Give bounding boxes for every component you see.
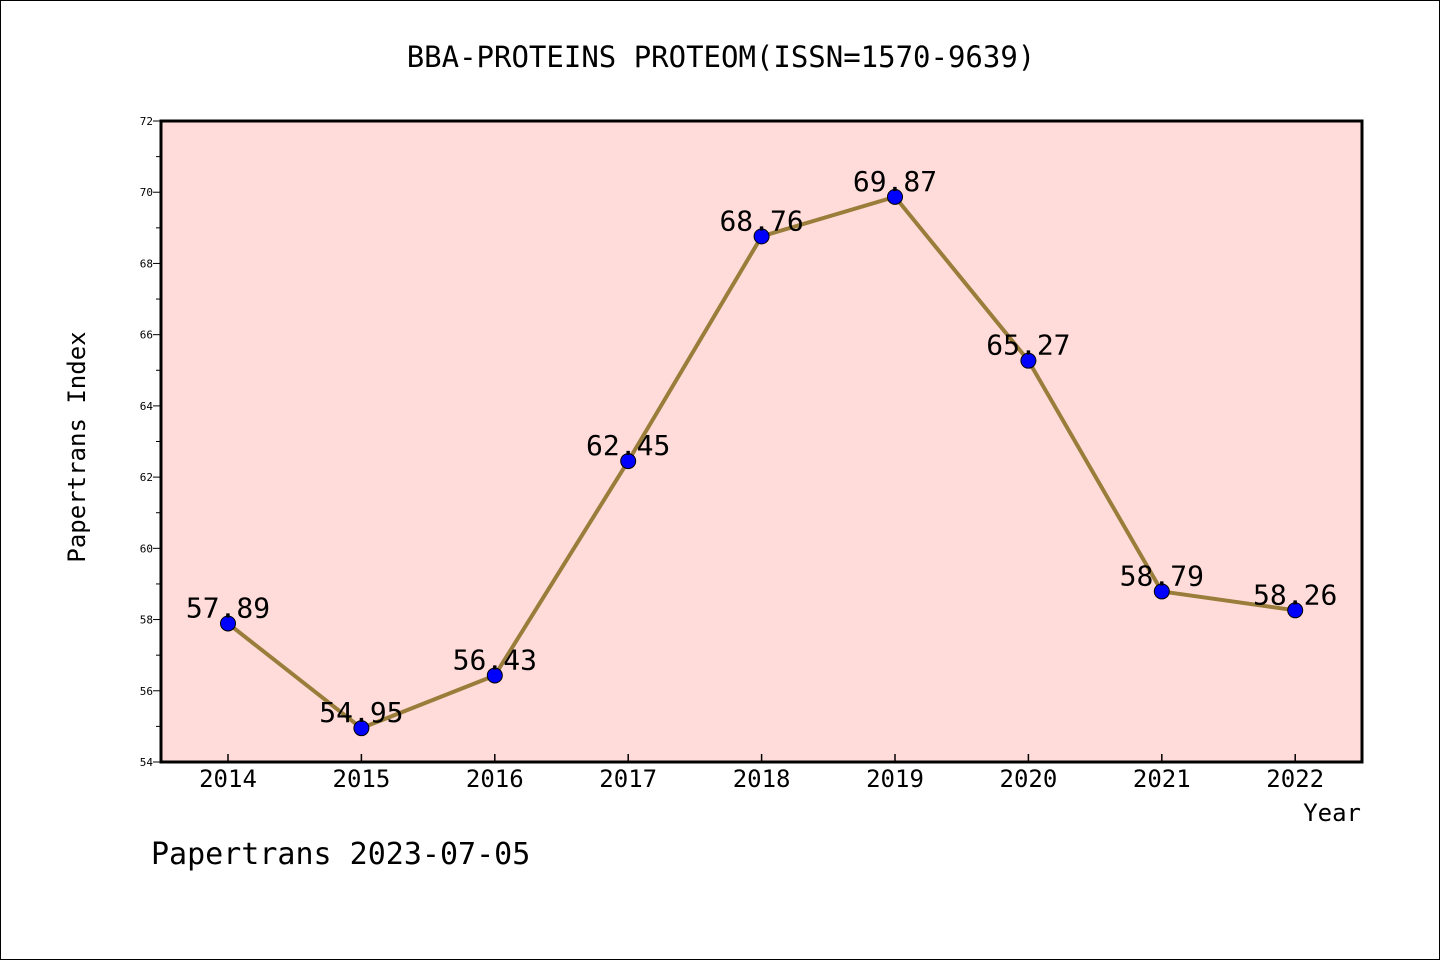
data-point xyxy=(353,720,370,737)
y-tick-label: 58 xyxy=(140,614,153,627)
y-tick-label: 64 xyxy=(140,400,154,413)
data-label: 68.76 xyxy=(719,204,803,237)
x-axis-label: Year xyxy=(1303,799,1361,827)
data-point xyxy=(486,667,503,684)
data-label: 65.27 xyxy=(986,329,1070,362)
x-tick-label: 2018 xyxy=(733,765,791,793)
data-labels: 57.89 54.95 56.43 62.45 68.76 69.87 65.27 58.79… xyxy=(186,165,1337,729)
y-tick-label: 66 xyxy=(140,329,153,342)
series-line-group xyxy=(220,188,1304,737)
data-point xyxy=(220,615,236,632)
data-point xyxy=(1153,583,1170,600)
y-tick-label: 72 xyxy=(140,115,153,128)
data-label: 69.87 xyxy=(853,165,937,198)
data-label: 62.45 xyxy=(586,429,670,462)
data-point xyxy=(620,453,637,470)
x-tick-label: 2019 xyxy=(866,765,924,793)
chart-title: BBA-PROTEINS PROTEOM(ISSN=1570-9639) xyxy=(407,40,1036,74)
data-label: 56.43 xyxy=(453,643,537,676)
data-label: 54.95 xyxy=(319,696,403,729)
x-tick-label: 2014 xyxy=(199,765,257,793)
x-axis: 2014 2015 2016 2017 2018 2019 2020 2021 2022 xyxy=(199,754,1324,793)
footer-note: Papertrans 2023-07-05 xyxy=(151,837,530,872)
plot-area xyxy=(159,119,1364,764)
y-tick-label: 60 xyxy=(140,542,153,555)
data-label: 58.79 xyxy=(1120,559,1204,592)
y-axis: 54 56 58 60 62 64 66 68 70 72 xyxy=(140,115,161,769)
x-tick-label: 2020 xyxy=(1000,765,1058,793)
y-tick-label: 56 xyxy=(140,685,153,698)
data-point xyxy=(1287,602,1304,619)
y-tick-label: 54 xyxy=(140,756,154,769)
data-point xyxy=(887,188,903,205)
data-label: 57.89 xyxy=(186,591,270,624)
x-tick-label: 2022 xyxy=(1266,765,1324,793)
x-tick-label: 2021 xyxy=(1133,765,1191,793)
x-tick-label: 2017 xyxy=(599,765,657,793)
x-tick-label: 2015 xyxy=(333,765,391,793)
data-point xyxy=(1020,352,1037,369)
y-axis-label: Papertrans Index xyxy=(63,331,91,562)
y-tick-label: 68 xyxy=(140,257,153,270)
y-tick-label: 70 xyxy=(140,186,153,199)
y-tick-label: 62 xyxy=(140,471,153,484)
data-point xyxy=(753,228,770,245)
data-label: 58.26 xyxy=(1253,578,1337,611)
x-tick-label: 2016 xyxy=(466,765,524,793)
